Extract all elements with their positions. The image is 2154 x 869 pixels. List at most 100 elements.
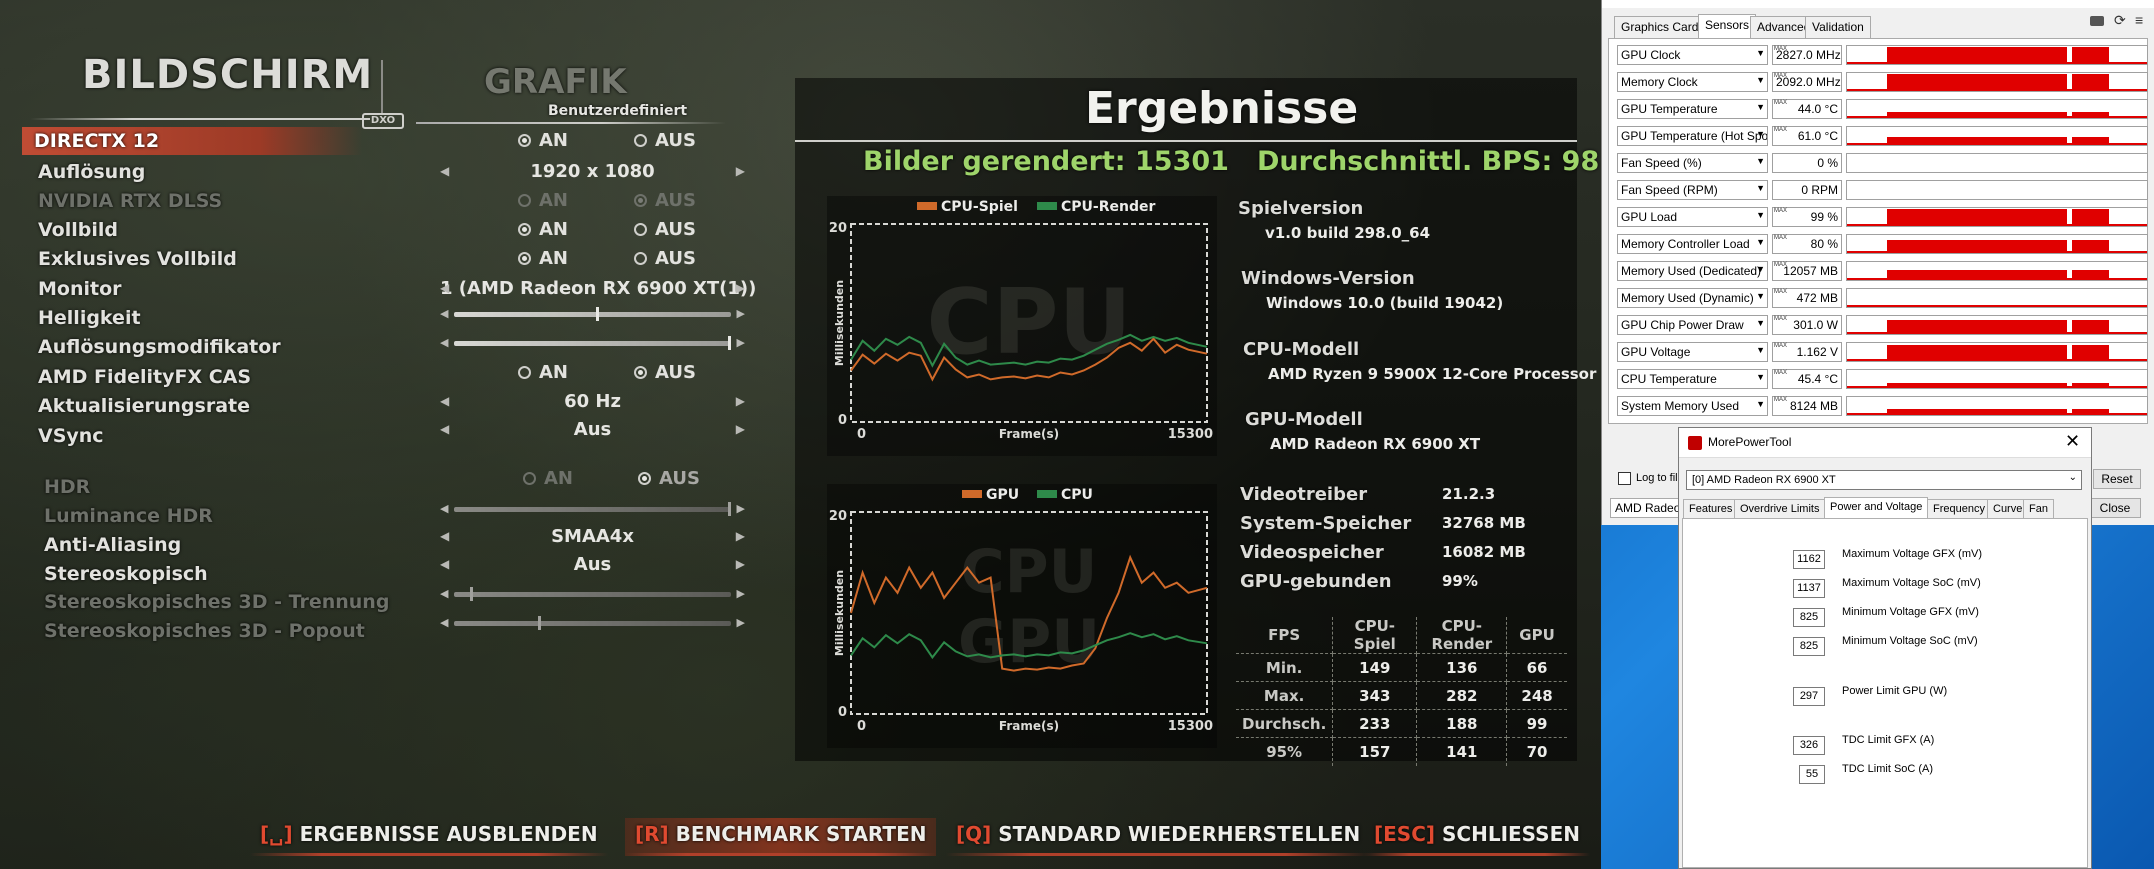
stereoskopisch-selector[interactable]: ◀ Aus ▶ [440, 554, 745, 575]
arrow-right-icon[interactable]: ▶ [735, 557, 745, 571]
arrow-right-icon[interactable]: ▶ [735, 394, 745, 408]
sensor-value: MAX 12057 MB [1772, 261, 1842, 281]
mpt-input[interactable]: 825 [1793, 637, 1825, 656]
close-button[interactable]: [ESC] SCHLIESSEN [1364, 818, 1590, 856]
arrow-left-icon[interactable]: ◀ [440, 164, 450, 178]
radio-selected-icon [518, 134, 531, 147]
sensor-name[interactable]: GPU Temperature ▼ [1617, 99, 1768, 119]
tab-grafik[interactable]: GRAFIK [484, 62, 627, 102]
sensor-value: MAX 2092.0 MHz [1772, 72, 1842, 92]
close-button-gpuz[interactable]: Close [2089, 498, 2141, 518]
sensor-graph [1846, 180, 2148, 200]
mpt-input[interactable]: 825 [1793, 608, 1825, 627]
tab-frequency[interactable]: Frequency [1927, 499, 1991, 519]
arrow-left-icon[interactable]: ◀ [440, 336, 449, 349]
arrow-left-icon[interactable]: ◀ [440, 281, 450, 295]
device-dropdown[interactable]: [0] AMD Radeon RX 6900 XT ⌄ [1686, 470, 2082, 490]
y-tick-label: 0 [838, 413, 847, 428]
setting-helligkeit[interactable]: Helligkeit [38, 307, 141, 329]
vollbild-on-radio[interactable]: AN [518, 219, 568, 240]
sensor-name[interactable]: GPU Chip Power Draw ▼ [1617, 315, 1768, 335]
sensor-name[interactable]: Memory Used (Dynamic) ▼ [1617, 288, 1768, 308]
sensor-name[interactable]: Memory Used (Dedicated) ▼ [1617, 261, 1768, 281]
arrow-right-icon[interactable]: ▶ [736, 307, 745, 320]
arrow-left-icon[interactable]: ◀ [440, 394, 450, 408]
setting-fidelityfx-cas[interactable]: AMD FidelityFX CAS [38, 366, 252, 388]
tab-validation[interactable]: Validation [1805, 16, 1871, 38]
setting-aufloesung[interactable]: Auflösung [38, 161, 146, 183]
setting-stereoskopisch[interactable]: Stereoskopisch [44, 563, 208, 585]
arrow-right-icon[interactable]: ▶ [735, 281, 745, 295]
aufloesungsmodifikator-slider[interactable]: ◀ ▶ [440, 336, 745, 350]
tab-curve[interactable]: Curve [1987, 499, 2029, 519]
setting-aktualisierungsrate[interactable]: Aktualisierungsrate [38, 395, 250, 417]
close-icon[interactable]: ✕ [2065, 431, 2081, 451]
setting-directx12[interactable]: DIRECTX 12 [34, 130, 160, 152]
setting-vsync[interactable]: VSync [38, 425, 104, 447]
sensor-name[interactable]: System Memory Used ▼ [1617, 396, 1768, 416]
reset-button[interactable]: Reset [2093, 469, 2141, 489]
plot-frame [850, 223, 1208, 423]
mpt-input[interactable]: 297 [1793, 687, 1825, 706]
setting-anti-aliasing[interactable]: Anti-Aliasing [44, 534, 182, 556]
radio-icon [518, 366, 531, 379]
tab-power-voltage[interactable]: Power and Voltage [1824, 497, 1929, 519]
mpt-input[interactable]: 1162 [1793, 550, 1825, 569]
arrow-left-icon[interactable]: ◀ [440, 529, 450, 543]
tab-overdrive-limits[interactable]: Overdrive Limits [1734, 499, 1826, 519]
sensor-name[interactable]: CPU Temperature ▼ [1617, 369, 1768, 389]
start-benchmark-button[interactable]: [R] BENCHMARK STARTEN [625, 818, 937, 856]
vsync-selector[interactable]: ◀ Aus ▶ [440, 419, 745, 440]
slider-knob[interactable] [596, 307, 599, 321]
log-checkbox[interactable] [1618, 472, 1631, 485]
arrow-left-icon[interactable]: ◀ [440, 557, 450, 571]
setting-exklusives-vollbild[interactable]: Exklusives Vollbild [38, 248, 237, 270]
sensor-name[interactable]: Fan Speed (%) ▼ [1617, 153, 1768, 173]
arrow-left-icon[interactable]: ◀ [440, 422, 450, 436]
setting-monitor[interactable]: Monitor [38, 278, 122, 300]
directx12-on-radio[interactable]: AN [518, 130, 568, 151]
mpt-input[interactable]: 1137 [1793, 579, 1825, 598]
sensor-name[interactable]: GPU Load ▼ [1617, 207, 1768, 227]
arrow-right-icon[interactable]: ▶ [735, 164, 745, 178]
menu-icon[interactable]: ≡ [2135, 12, 2144, 28]
directx12-off-radio[interactable]: AUS [634, 130, 696, 151]
tab-advanced[interactable]: Advanced [1750, 16, 1818, 38]
arrow-right-icon[interactable]: ▶ [735, 422, 745, 436]
tab-features[interactable]: Features [1683, 499, 1739, 519]
mpt-input[interactable]: 326 [1793, 736, 1825, 755]
graph-bar [1887, 320, 2067, 334]
cas-off-radio[interactable]: AUS [634, 362, 696, 383]
sensor-name[interactable]: Memory Clock ▼ [1617, 72, 1768, 92]
helligkeit-slider[interactable]: ◀ ▶ [440, 307, 745, 321]
cas-on-radio[interactable]: AN [518, 362, 568, 383]
mpt-input[interactable]: 55 [1799, 765, 1825, 784]
sensor-name[interactable]: Fan Speed (RPM) ▼ [1617, 180, 1768, 200]
arrow-right-icon[interactable]: ▶ [736, 336, 745, 349]
mpt-titlebar: MorePowerTool ✕ [1679, 428, 2091, 458]
hide-results-button[interactable]: [␣] ERGEBNISSE AUSBLENDEN [250, 818, 608, 856]
sensor-name[interactable]: GPU Voltage ▼ [1617, 342, 1768, 362]
slider-knob[interactable] [728, 336, 731, 350]
aufloesung-selector[interactable]: ◀ 1920 x 1080 ▶ [440, 161, 745, 182]
exklusiv-off-radio[interactable]: AUS [634, 248, 696, 269]
tab-fan[interactable]: Fan [2023, 499, 2054, 519]
sensor-name[interactable]: Memory Controller Load ▼ [1617, 234, 1768, 254]
setting-aufloesungsmodifikator[interactable]: Auflösungsmodifikator [38, 336, 281, 358]
tab-graphics-card[interactable]: Graphics Card [1614, 16, 1706, 38]
setting-vollbild[interactable]: Vollbild [38, 219, 118, 241]
tab-sensors[interactable]: Sensors [1698, 14, 1757, 38]
arrow-left-icon[interactable]: ◀ [440, 307, 449, 320]
vollbild-off-radio[interactable]: AUS [634, 219, 696, 240]
camera-icon[interactable] [2090, 16, 2104, 26]
sensor-name[interactable]: GPU Clock ▼ [1617, 45, 1768, 65]
y-axis-label: Millisekunden [833, 570, 846, 656]
monitor-selector[interactable]: ◀ 1 (AMD Radeon RX 6900 XT(1)) ▶ [440, 278, 757, 299]
refresh-rate-selector[interactable]: ◀ 60 Hz ▶ [440, 391, 745, 412]
arrow-right-icon[interactable]: ▶ [735, 529, 745, 543]
exklusiv-on-radio[interactable]: AN [518, 248, 568, 269]
restore-defaults-button[interactable]: [Q] STANDARD WIEDERHERSTELLEN [946, 818, 1371, 856]
sensor-name[interactable]: GPU Temperature (Hot Spot) ▼ [1617, 126, 1768, 146]
anti-aliasing-selector[interactable]: ◀ SMAA4x ▶ [440, 526, 745, 547]
refresh-icon[interactable]: ⟳ [2114, 12, 2126, 28]
